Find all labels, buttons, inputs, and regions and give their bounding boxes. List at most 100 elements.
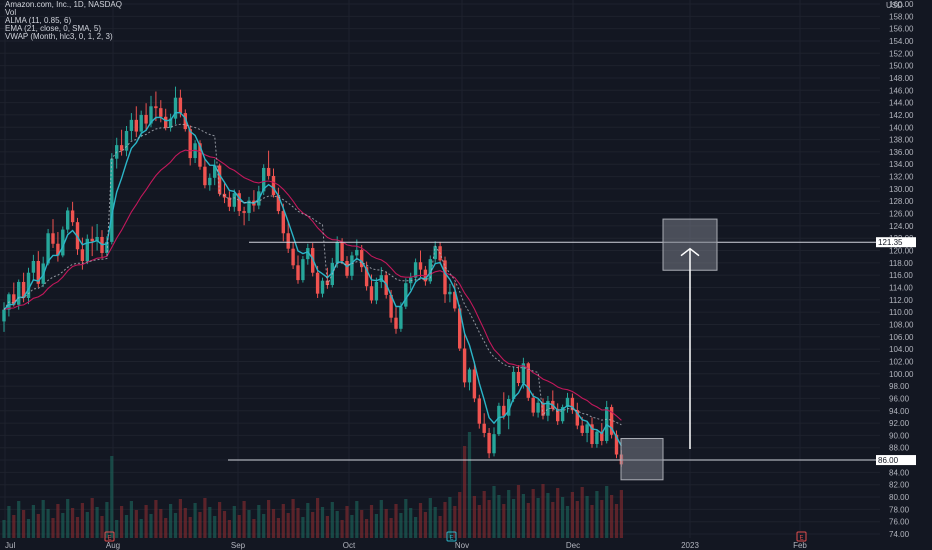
price-tick-label: 146.00 bbox=[889, 86, 914, 95]
volume-bar bbox=[286, 513, 290, 538]
time-label: Jul bbox=[5, 541, 15, 550]
candle-body bbox=[173, 97, 178, 119]
time-label: Dec bbox=[566, 541, 580, 550]
volume-bar bbox=[26, 519, 31, 538]
volume-bar bbox=[585, 496, 589, 538]
candle-body bbox=[70, 210, 75, 223]
price-label-upper: 121.35 bbox=[878, 238, 903, 247]
candle-body bbox=[85, 238, 89, 261]
volume-bar bbox=[139, 519, 143, 538]
candle-body bbox=[418, 262, 423, 270]
candle-body bbox=[320, 280, 325, 294]
candle-body bbox=[413, 262, 418, 278]
legend-title: Amazon.com, Inc., 1D, NASDAQ bbox=[5, 0, 122, 9]
volume-bar bbox=[512, 499, 516, 538]
volume-bar bbox=[90, 498, 94, 538]
candle-body bbox=[590, 424, 594, 445]
candle-body bbox=[36, 260, 40, 284]
volume-bar bbox=[252, 519, 256, 538]
volume-bar bbox=[56, 504, 60, 538]
candle-body bbox=[286, 233, 290, 249]
volume-bar bbox=[115, 520, 119, 538]
price-tick-label: 160.00 bbox=[889, 0, 914, 9]
volume-bar bbox=[61, 513, 65, 538]
drawings[interactable] bbox=[228, 218, 880, 481]
candle-body bbox=[56, 243, 60, 256]
price-tick-label: 102.00 bbox=[889, 357, 914, 366]
volume-bar bbox=[71, 508, 75, 538]
price-tick-label: 116.00 bbox=[889, 271, 913, 280]
volume-bar bbox=[561, 497, 565, 538]
price-tick-label: 84.00 bbox=[889, 468, 910, 477]
candle-body bbox=[188, 129, 192, 159]
candle-body bbox=[394, 317, 398, 329]
volume-bar bbox=[267, 500, 271, 538]
ema-line bbox=[3, 149, 622, 421]
candle-body bbox=[198, 143, 202, 167]
candle-body bbox=[560, 407, 565, 422]
candle-body bbox=[448, 291, 452, 295]
volume-bar bbox=[365, 519, 369, 538]
volume-bar bbox=[570, 492, 574, 538]
price-tick-label: 88.00 bbox=[889, 444, 910, 453]
price-axis[interactable]: 160.00 158.00 156.00 154.00 152.00 150.00 148.… bbox=[876, 0, 932, 550]
candle-body bbox=[531, 397, 535, 413]
time-label: Feb bbox=[793, 541, 807, 550]
candle-body bbox=[31, 260, 36, 273]
candle-body bbox=[511, 371, 516, 400]
volume-bar bbox=[556, 488, 560, 538]
volume-bar bbox=[614, 504, 619, 538]
volume-bar bbox=[384, 509, 388, 538]
volume-bar bbox=[443, 502, 447, 538]
volume-bar bbox=[575, 501, 579, 538]
price-tick-label: 130.00 bbox=[889, 185, 914, 194]
candle-body bbox=[526, 363, 530, 398]
volume-bar bbox=[218, 502, 222, 538]
candle-body bbox=[154, 106, 158, 109]
volume-bar bbox=[507, 490, 511, 538]
candle-body bbox=[276, 195, 281, 212]
price-tick-label: 154.00 bbox=[889, 37, 914, 46]
candle-body bbox=[296, 265, 300, 281]
volume-bar bbox=[595, 491, 599, 538]
volume-bar bbox=[610, 495, 614, 538]
time-label: Nov bbox=[455, 541, 469, 550]
price-tick-label: 134.00 bbox=[889, 160, 914, 169]
volume-bar bbox=[188, 517, 192, 538]
candle-body bbox=[21, 281, 26, 298]
vwap-line bbox=[3, 123, 622, 426]
candle-body bbox=[580, 425, 584, 433]
volume-bar bbox=[409, 508, 413, 538]
volume-bar bbox=[335, 511, 339, 538]
volume-bar bbox=[541, 484, 545, 538]
candle-body bbox=[595, 431, 599, 445]
price-label-box bbox=[876, 455, 916, 466]
earnings-marker bbox=[796, 531, 807, 542]
price-tick-label: 74.00 bbox=[889, 530, 910, 539]
candle-body bbox=[556, 408, 560, 422]
volume-bar bbox=[404, 499, 408, 538]
candle-body bbox=[301, 259, 305, 281]
volume-bar bbox=[46, 509, 50, 538]
candle-body bbox=[217, 165, 222, 194]
time-label: Oct bbox=[343, 541, 356, 550]
volume-bar bbox=[12, 515, 16, 538]
candle-body bbox=[609, 407, 614, 435]
candle-body bbox=[345, 260, 349, 276]
candle-body bbox=[546, 400, 550, 416]
volume-bar bbox=[325, 516, 329, 538]
volume-bar bbox=[296, 508, 300, 538]
candle-body bbox=[237, 193, 241, 212]
price-tick-label: 78.00 bbox=[889, 505, 910, 514]
candle-body bbox=[124, 130, 129, 151]
candle-body bbox=[315, 272, 320, 294]
volume-bar bbox=[531, 489, 535, 538]
volume-bar bbox=[159, 509, 163, 538]
volume-bar bbox=[31, 505, 35, 538]
volume-bar bbox=[438, 516, 442, 538]
candle-body bbox=[614, 434, 619, 455]
volume-bar bbox=[453, 506, 457, 538]
volume-bar bbox=[497, 495, 501, 538]
